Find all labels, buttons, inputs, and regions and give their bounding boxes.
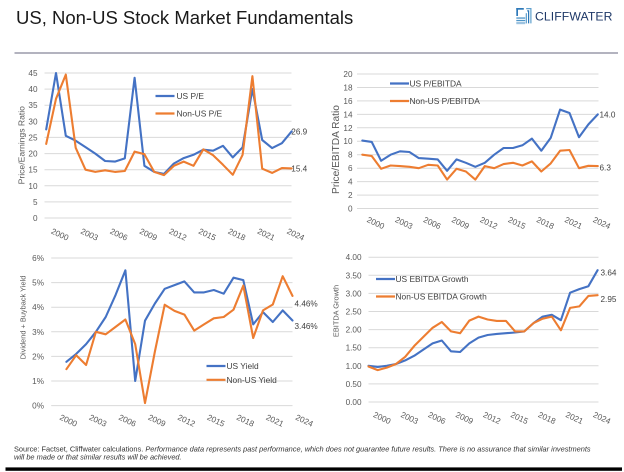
svg-text:3.00: 3.00 xyxy=(346,289,362,298)
svg-text:2: 2 xyxy=(348,191,353,200)
svg-text:30: 30 xyxy=(28,117,38,126)
svg-text:Source: Factset, Cliffwater ca: Source: Factset, Cliffwater calculations… xyxy=(14,444,591,453)
svg-text:Non-US Yield: Non-US Yield xyxy=(227,375,278,385)
svg-text:4.00: 4.00 xyxy=(346,253,362,262)
svg-text:4.46%: 4.46% xyxy=(295,299,318,308)
svg-text:2%: 2% xyxy=(32,352,44,361)
svg-text:Price/Earnings Ratio: Price/Earnings Ratio xyxy=(17,106,27,185)
svg-text:5%: 5% xyxy=(32,279,44,288)
svg-text:6: 6 xyxy=(348,164,353,173)
svg-text:3.46%: 3.46% xyxy=(295,322,318,331)
svg-text:4: 4 xyxy=(348,178,353,187)
svg-text:26.9: 26.9 xyxy=(291,127,307,136)
svg-text:2.95: 2.95 xyxy=(601,295,617,304)
svg-text:25: 25 xyxy=(28,133,38,142)
svg-text:5: 5 xyxy=(33,198,38,207)
svg-text:US P/EBITDA: US P/EBITDA xyxy=(410,79,463,89)
svg-text:2.00: 2.00 xyxy=(346,326,362,335)
svg-text:0: 0 xyxy=(33,214,38,223)
svg-text:0.50: 0.50 xyxy=(346,380,362,389)
svg-text:6.3: 6.3 xyxy=(600,163,612,172)
svg-text:15.4: 15.4 xyxy=(291,164,307,173)
svg-text:16: 16 xyxy=(343,97,353,106)
svg-text:US EBITDA Growth: US EBITDA Growth xyxy=(396,274,469,284)
svg-text:18: 18 xyxy=(343,84,353,93)
svg-text:1.50: 1.50 xyxy=(346,344,362,353)
svg-text:Dividend + Buyback Yield: Dividend + Buyback Yield xyxy=(19,276,28,360)
svg-text:4%: 4% xyxy=(32,303,44,312)
svg-text:0%: 0% xyxy=(32,402,44,411)
svg-text:Non-US P/E: Non-US P/E xyxy=(177,109,223,119)
svg-text:CLIFFWATER: CLIFFWATER xyxy=(535,10,613,24)
svg-text:12: 12 xyxy=(343,124,353,133)
svg-text:US P/E: US P/E xyxy=(177,91,205,101)
svg-text:2.50: 2.50 xyxy=(346,308,362,317)
svg-text:3.64: 3.64 xyxy=(601,269,617,278)
svg-text:Price/EBITDA Ratio: Price/EBITDA Ratio xyxy=(331,105,342,194)
svg-text:Non-US EBITDA Growth: Non-US EBITDA Growth xyxy=(396,292,488,302)
svg-text:20: 20 xyxy=(343,70,353,79)
svg-text:EBITDA Growth: EBITDA Growth xyxy=(332,285,341,337)
svg-text:6%: 6% xyxy=(32,254,44,263)
svg-text:35: 35 xyxy=(28,101,38,110)
svg-text:10: 10 xyxy=(343,137,353,146)
svg-text:0.00: 0.00 xyxy=(346,398,362,407)
svg-text:1.00: 1.00 xyxy=(346,362,362,371)
svg-text:3.50: 3.50 xyxy=(346,271,362,280)
svg-text:40: 40 xyxy=(28,85,38,94)
svg-text:15: 15 xyxy=(28,166,38,175)
svg-text:14.0: 14.0 xyxy=(600,111,616,120)
svg-text:10: 10 xyxy=(28,182,38,191)
svg-text:3%: 3% xyxy=(32,328,44,337)
svg-text:45: 45 xyxy=(28,69,38,78)
svg-text:US Yield: US Yield xyxy=(227,361,259,371)
svg-text:1%: 1% xyxy=(32,377,44,386)
svg-text:14: 14 xyxy=(343,110,353,119)
svg-text:US, Non-US Stock Market Fundam: US, Non-US Stock Market Fundamentals xyxy=(16,7,353,28)
svg-text:0: 0 xyxy=(348,205,353,214)
svg-text:20: 20 xyxy=(28,150,38,159)
svg-text:Non-US P/EBITDA: Non-US P/EBITDA xyxy=(410,96,481,106)
svg-text:will be made or that similar r: will be made or that similar results wil… xyxy=(14,453,182,462)
svg-text:8: 8 xyxy=(348,151,353,160)
